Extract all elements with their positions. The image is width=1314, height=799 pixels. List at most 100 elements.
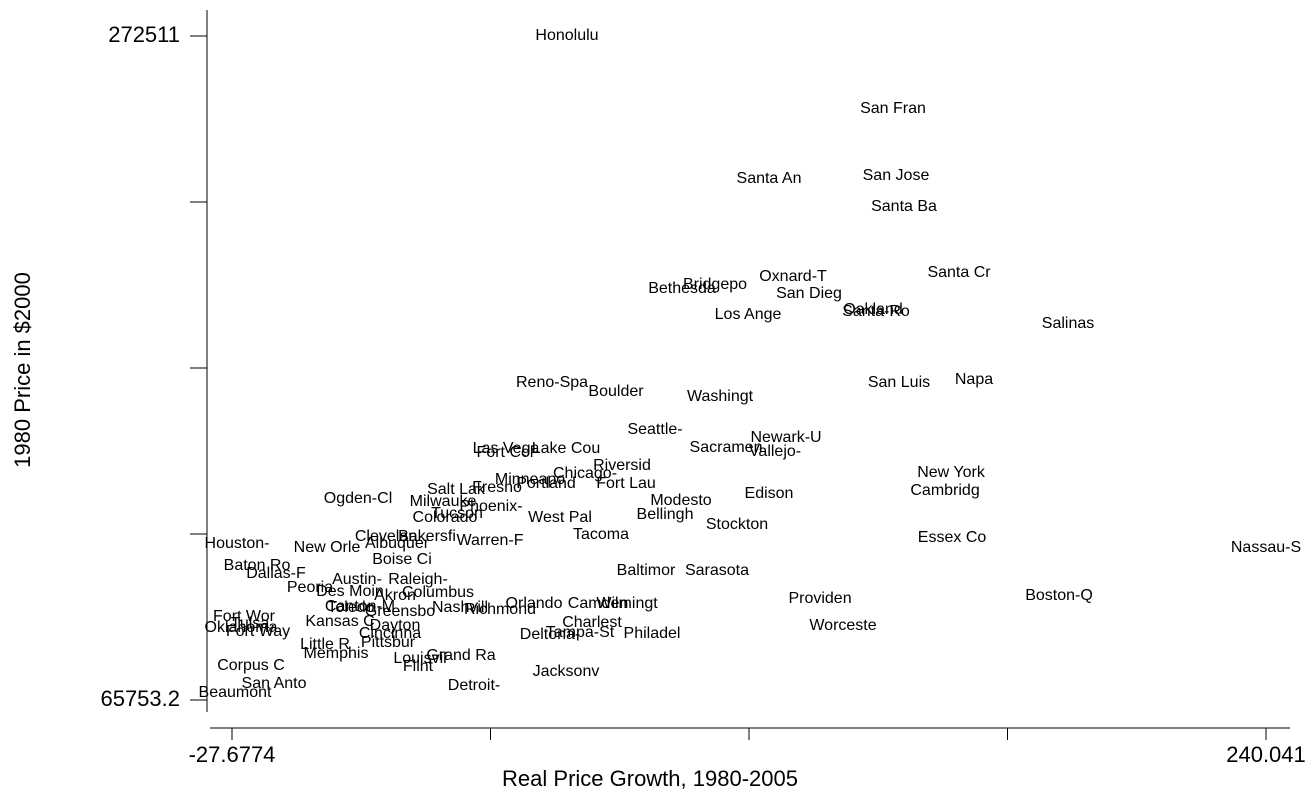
- point-label: Oakland: [843, 301, 903, 318]
- point-label: Kansas C: [305, 613, 374, 630]
- point-label: Vallejo-: [749, 443, 801, 460]
- point-label: Dayton: [370, 617, 421, 634]
- point-label: Los Ange: [715, 306, 782, 323]
- point-label: Albuquer: [365, 535, 430, 552]
- point-label: Essex Co: [918, 529, 987, 546]
- point-label: Fort Col: [477, 444, 534, 461]
- point-label: Cincinna: [359, 625, 421, 642]
- point-label: Charlest: [562, 614, 622, 631]
- point-label: Tulsa: [231, 615, 270, 632]
- point-label: Bridgepo: [683, 276, 747, 293]
- point-label: Stockton: [706, 516, 768, 533]
- point-label: San Anto: [242, 675, 307, 692]
- point-label: New York: [917, 464, 986, 481]
- point-label: Bethesda: [648, 280, 716, 297]
- point-label: Warren-F: [457, 532, 524, 549]
- point-label: Santa-Ro: [842, 303, 910, 320]
- point-label: Santa Ba: [871, 198, 937, 215]
- point-label: Boulder: [588, 383, 644, 400]
- point-label: Greensbo: [365, 603, 435, 620]
- point-label: Detroit-: [448, 677, 500, 694]
- point-label: Orlando: [506, 595, 563, 612]
- point-label: San Jose: [863, 167, 930, 184]
- point-label: Corpus C: [217, 657, 285, 674]
- point-label: Richmond: [464, 601, 536, 618]
- point-label: Deltona-: [520, 626, 580, 643]
- point-label: Worceste: [809, 617, 876, 634]
- point-label: Camden: [568, 595, 628, 612]
- point-label: Fort Wor: [213, 608, 276, 625]
- point-label: Newark-U: [750, 429, 821, 446]
- point-label: Pittsbur: [361, 634, 416, 651]
- point-label: Sarasota: [685, 562, 749, 579]
- point-label: Modesto: [650, 492, 711, 509]
- point-label: Bellingh: [637, 506, 694, 523]
- point-label: Milwauke: [410, 493, 477, 510]
- point-label: Nashvill: [432, 599, 488, 616]
- point-label: San Luis: [868, 374, 930, 391]
- point-label: Fort Lau: [596, 475, 656, 492]
- point-label: Houston-: [205, 535, 270, 552]
- point-label: Baton Ro: [224, 557, 291, 574]
- point-label: Des Moin: [316, 583, 384, 600]
- point-label: Providen: [788, 590, 851, 607]
- point-label: Columbus: [402, 584, 474, 601]
- point-label: Philadel: [624, 625, 681, 642]
- point-label: Beaumont: [199, 684, 272, 701]
- point-label: Nassau-S: [1231, 539, 1301, 556]
- point-label: Chicago-: [553, 465, 617, 482]
- point-label: Boise Ci: [372, 551, 432, 568]
- point-label: Salinas: [1042, 315, 1094, 332]
- point-label: Oklahoma: [205, 619, 278, 636]
- point-label: Canton-M: [325, 598, 395, 615]
- point-label: Honolulu: [535, 27, 598, 44]
- x-tick-label: -27.6774: [189, 742, 276, 767]
- point-label: Sacramen: [690, 439, 763, 456]
- point-label: Little R: [300, 636, 350, 653]
- point-label: Reno-Spa: [516, 374, 588, 391]
- point-label: Seattle-: [627, 421, 682, 438]
- x-axis-title: Real Price Growth, 1980-2005: [502, 766, 798, 791]
- point-label: Edison: [745, 485, 794, 502]
- point-label: Colorado: [413, 509, 478, 526]
- point-label: Toledo: [327, 599, 374, 616]
- point-label: Austin-: [332, 571, 382, 588]
- point-label: San Fran: [860, 100, 926, 117]
- point-label: Bakersfi: [398, 528, 456, 545]
- point-label: Tampa-St: [546, 624, 615, 641]
- point-label: Jacksonv: [533, 663, 600, 680]
- point-label: Santa Cr: [927, 264, 991, 281]
- x-tick-label: 240.041: [1226, 742, 1306, 767]
- point-label: Dallas-F: [246, 565, 306, 582]
- y-tick-label: 272511: [108, 22, 180, 47]
- point-label: Santa An: [737, 170, 802, 187]
- point-label: Tucson: [431, 505, 483, 522]
- point-label: Fort Way: [226, 623, 290, 640]
- point-label: Portland: [516, 475, 576, 492]
- point-label: New Orle: [294, 539, 361, 556]
- point-label: Memphis: [304, 645, 369, 662]
- point-label: Flint: [403, 658, 434, 675]
- y-axis-title: 1980 Price in $2000: [10, 272, 35, 468]
- point-label: Boston-Q: [1025, 587, 1093, 604]
- point-label: West Pal: [528, 509, 592, 526]
- point-label: Phoenix-: [459, 498, 522, 515]
- point-label: Grand Ra: [426, 647, 495, 664]
- point-label: Louisvil: [393, 650, 446, 667]
- point-label: Fresno: [472, 479, 522, 496]
- point-label: Washingt: [687, 388, 754, 405]
- point-label: Baltimor: [617, 562, 676, 579]
- point-label: Las Vega: [473, 440, 540, 457]
- y-tick-label: 65753.2: [100, 686, 180, 711]
- point-label: Clevelan: [355, 528, 417, 545]
- point-label: Tacoma: [573, 526, 629, 543]
- point-label: Raleigh-: [388, 571, 448, 588]
- point-label: Akron: [374, 587, 416, 604]
- point-label: Riversid: [593, 457, 651, 474]
- point-label: Wilmingt: [596, 595, 658, 612]
- point-label: Lake Cou: [532, 440, 601, 457]
- point-label: Minneapo: [495, 471, 565, 488]
- point-label: Oxnard-T: [759, 268, 827, 285]
- point-label: Salt Lak: [427, 481, 486, 498]
